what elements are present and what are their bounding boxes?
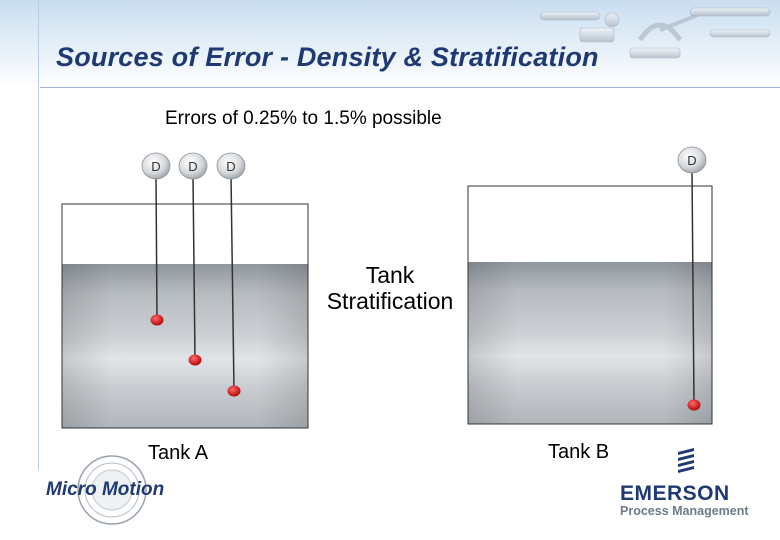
- emerson-logo-icon: [678, 448, 694, 473]
- header-background: [0, 0, 780, 88]
- sensor-point-icon: [188, 354, 202, 366]
- sensor-point-icon: [687, 399, 701, 411]
- stratification-label-line2: Stratification: [326, 288, 454, 314]
- tank-b-label: Tank B: [548, 441, 610, 463]
- tank-b-probes: D: [677, 146, 707, 411]
- emerson-logo: EMERSON Process Management: [620, 448, 760, 518]
- sensor-point-icon: [150, 314, 164, 326]
- left-rule: [38, 0, 39, 470]
- density-probe-icon: [178, 152, 208, 180]
- probe-label: D: [151, 159, 160, 174]
- tank-a: [61, 203, 309, 429]
- subtitle: Errors of 0.25% to 1.5% possible: [165, 108, 442, 129]
- probe-label: D: [226, 159, 235, 174]
- page-title: Sources of Error - Density & Stratificat…: [56, 42, 599, 72]
- stratification-label: Tank Stratification: [300, 262, 480, 314]
- tank-a-probes: D D D: [141, 152, 246, 397]
- emerson-wordmark: EMERSON: [620, 482, 730, 505]
- emerson-tagline: Process Management: [620, 504, 749, 518]
- density-probe-icon: [141, 152, 171, 180]
- micro-motion-seal-icon: [77, 455, 147, 525]
- density-probe-icon: [677, 146, 707, 174]
- header-meter-graphics: [539, 7, 771, 59]
- probe-label: D: [188, 159, 197, 174]
- probe-label: D: [687, 153, 696, 168]
- stratification-label-line1: Tank: [365, 262, 415, 288]
- micro-motion-logo: Micro Motion: [46, 479, 165, 500]
- tank-a-label: Tank A: [148, 442, 209, 464]
- sensor-point-icon: [227, 385, 241, 397]
- header-divider: [40, 87, 780, 88]
- density-probe-icon: [216, 152, 246, 180]
- tank-b: [467, 185, 713, 425]
